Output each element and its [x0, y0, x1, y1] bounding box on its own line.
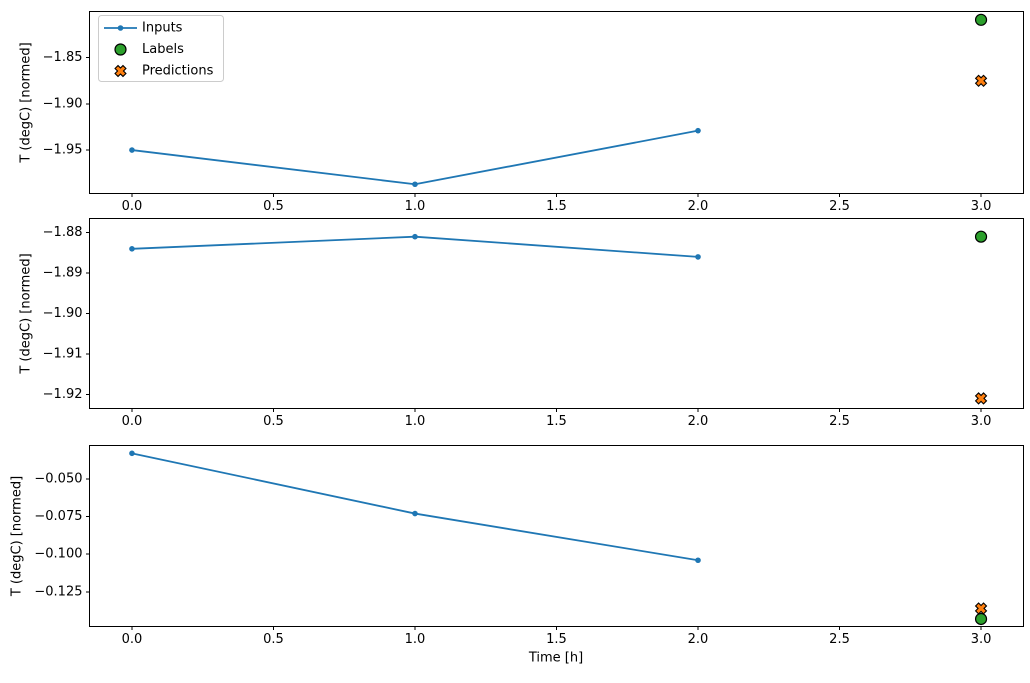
y-tick-label: −1.89	[43, 266, 83, 281]
subplots-group: 0.0 0.5 1.0 1.5 2.0 2.5 3.0−1.85−1.90−1.950.0 0…	[34, 11, 1024, 647]
y-axis-label-1: T (degC) [normed]	[19, 42, 34, 163]
y-tick-label: −1.90	[43, 306, 83, 321]
x-tick-label: 1.0	[405, 199, 426, 214]
labels-marker	[974, 230, 988, 243]
x-tick-label: 2.0	[688, 632, 709, 647]
inputs-point	[695, 254, 701, 260]
legend-box	[98, 15, 224, 82]
inputs-point	[129, 246, 135, 252]
legend-x-swatch	[114, 64, 127, 78]
inputs-point	[695, 557, 701, 564]
y-tick-label: −0.100	[34, 547, 82, 562]
labels-marker	[974, 612, 988, 626]
inputs-point	[695, 127, 701, 134]
inputs-point	[129, 147, 135, 153]
x-tick-label: 2.0	[688, 414, 709, 429]
y-tick-label: −1.90	[43, 96, 83, 111]
x-tick-label: 0.0	[122, 414, 143, 429]
y-axis-label-2: T (degC) [normed]	[19, 253, 34, 374]
y-tick-label: −0.125	[34, 584, 82, 599]
y-tick-label: −0.075	[34, 509, 82, 524]
x-tick-label: 2.0	[688, 199, 709, 214]
subplot-1: 0.0 0.5 1.0 1.5 2.0 2.5 3.0 −1.85 −1.90 −1.95	[43, 11, 1024, 214]
labels-marker	[974, 13, 988, 26]
x-tick-label: 1.5	[546, 632, 567, 647]
x-tick-label: 0.0	[122, 632, 143, 647]
legend-item-predictions: Predictions	[114, 64, 214, 79]
legend-circle-swatch	[114, 43, 127, 56]
predictions-marker	[974, 392, 988, 405]
subplot-3: 0.0 0.5 1.0 1.5 2.0 2.5 3.0 −0.050 −0.075 −0.100 −…	[34, 445, 1024, 647]
inputs-point	[412, 510, 418, 517]
x-tick-label: 1.5	[546, 414, 567, 429]
x-tick-label: 3.0	[971, 632, 992, 647]
legend-label: Labels	[142, 42, 184, 57]
x-tick-label: 2.5	[829, 632, 850, 647]
predictions-marker	[974, 74, 988, 88]
y-tick-label: −0.050	[34, 471, 82, 486]
x-tick-label: 1.0	[405, 632, 426, 647]
legend-item-inputs: Inputs	[104, 21, 183, 36]
axes-frame	[89, 11, 1024, 194]
legend: Inputs Labels Predictions	[98, 15, 224, 82]
inputs-point	[412, 181, 418, 188]
x-tick-label: 1.0	[405, 414, 426, 429]
y-tick-label: −1.85	[43, 50, 83, 65]
y-tick-label: −1.92	[43, 387, 83, 402]
inputs-point	[412, 233, 418, 240]
legend-dot-swatch	[117, 25, 124, 31]
x-axis-label: Time [h]	[528, 651, 583, 666]
x-tick-label: 2.5	[829, 414, 850, 429]
legend-label: Predictions	[142, 64, 214, 79]
x-tick-label: 0.5	[263, 199, 284, 214]
x-tick-label: 1.5	[546, 199, 567, 214]
x-tick-label: 0.5	[263, 632, 284, 647]
x-tick-label: 3.0	[971, 414, 992, 429]
legend-item-labels: Labels	[114, 42, 184, 57]
y-tick-label: −1.91	[43, 346, 83, 361]
x-tick-label: 2.5	[829, 199, 850, 214]
inputs-line	[131, 129, 699, 186]
inputs-line	[131, 452, 699, 562]
y-tick-label: −1.95	[43, 143, 83, 158]
x-tick-label: 0.0	[122, 199, 143, 214]
inputs-line	[131, 235, 699, 258]
x-tick-label: 3.0	[971, 199, 992, 214]
y-tick-label: −1.88	[43, 225, 83, 240]
x-tick-label: 0.5	[263, 414, 284, 429]
legend-label: Inputs	[142, 21, 183, 36]
y-axis-label-3: T (degC) [normed]	[10, 476, 25, 597]
predictions-marker	[974, 602, 988, 615]
inputs-point	[129, 450, 135, 457]
subplot-2: 0.0 0.5 1.0 1.5 2.0 2.5 3.0 −1.88 −1.89 −1.90 −1.9…	[43, 218, 1024, 429]
